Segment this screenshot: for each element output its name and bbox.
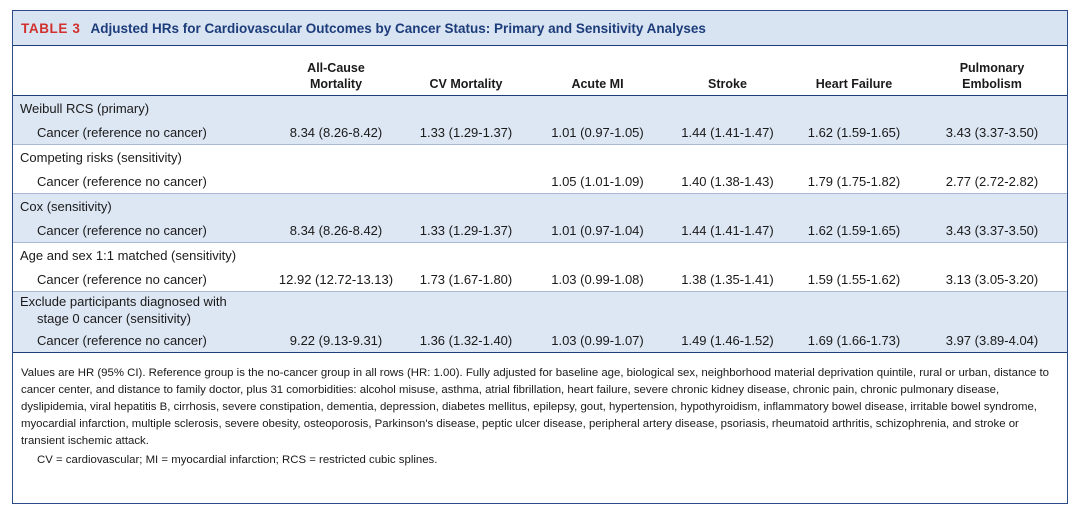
table-row: Cancer (reference no cancer) 12.92 (12.7… [13, 267, 1067, 292]
group-label: Cox (sensitivity) [13, 193, 1067, 218]
group-label: Exclude participants diagnosed with stage… [13, 291, 1067, 328]
footnote-text: Values are HR (95% CI). Reference group … [21, 367, 1050, 447]
group-row-weibull: Weibull RCS (primary) [13, 95, 1067, 120]
table-cell: 1.44 (1.41-1.47) [664, 120, 791, 145]
column-header-all-cause-mortality: All-Cause Mortality [271, 46, 401, 96]
table-cell: 1.03 (0.99-1.08) [531, 267, 664, 292]
table-row: Cancer (reference no cancer) 1.05 (1.01-… [13, 169, 1067, 194]
table-cell: 8.34 (8.26-8.42) [271, 120, 401, 145]
table-cell: 1.33 (1.29-1.37) [401, 218, 531, 243]
column-header-cv-mortality: CV Mortality [401, 46, 531, 96]
table-cell: 3.13 (3.05-3.20) [917, 267, 1067, 292]
group-label: Age and sex 1:1 matched (sensitivity) [13, 242, 1067, 267]
table-footnote: Values are HR (95% CI). Reference group … [13, 353, 1067, 469]
row-label: Cancer (reference no cancer) [13, 169, 271, 194]
table-cell: 1.49 (1.46-1.52) [664, 328, 791, 353]
table-cell: 1.36 (1.32-1.40) [401, 328, 531, 353]
table-cell: 1.44 (1.41-1.47) [664, 218, 791, 243]
table-cell: 1.79 (1.75-1.82) [791, 169, 917, 194]
row-label: Cancer (reference no cancer) [13, 267, 271, 292]
table-cell: 1.62 (1.59-1.65) [791, 218, 917, 243]
table-cell: 1.73 (1.67-1.80) [401, 267, 531, 292]
table-cell: 1.38 (1.35-1.41) [664, 267, 791, 292]
table-cell: 1.33 (1.29-1.37) [401, 120, 531, 145]
header-row: All-Cause Mortality CV Mortality Acute MI… [13, 46, 1067, 96]
group-label: Competing risks (sensitivity) [13, 144, 1067, 169]
table-cell: 1.01 (0.97-1.05) [531, 120, 664, 145]
table-cell [401, 169, 531, 194]
abbreviations-text: CV = cardiovascular; MI = myocardial inf… [37, 454, 438, 466]
table-cell: 1.05 (1.01-1.09) [531, 169, 664, 194]
hr-table: All-Cause Mortality CV Mortality Acute MI… [13, 46, 1067, 353]
table-title: Adjusted HRs for Cardiovascular Outcomes… [90, 20, 706, 36]
table-cell: 1.40 (1.38-1.43) [664, 169, 791, 194]
table-cell: 3.43 (3.37-3.50) [917, 218, 1067, 243]
table-row: Cancer (reference no cancer) 8.34 (8.26-… [13, 120, 1067, 145]
table-cell: 2.77 (2.72-2.82) [917, 169, 1067, 194]
table-cell: 1.01 (0.97-1.04) [531, 218, 664, 243]
row-label: Cancer (reference no cancer) [13, 328, 271, 353]
column-header-heart-failure: Heart Failure [791, 46, 917, 96]
table-cell: 3.43 (3.37-3.50) [917, 120, 1067, 145]
group-label: Weibull RCS (primary) [13, 95, 1067, 120]
row-label: Cancer (reference no cancer) [13, 218, 271, 243]
table-row: Cancer (reference no cancer) 8.34 (8.26-… [13, 218, 1067, 243]
table-cell: 8.34 (8.26-8.42) [271, 218, 401, 243]
column-header-outcome [13, 46, 271, 96]
table-title-bar: TABLE 3 Adjusted HRs for Cardiovascular … [13, 11, 1067, 46]
column-header-acute-mi: Acute MI [531, 46, 664, 96]
group-row-age-sex-matched: Age and sex 1:1 matched (sensitivity) [13, 242, 1067, 267]
table-frame: TABLE 3 Adjusted HRs for Cardiovascular … [12, 10, 1068, 504]
table-cell [271, 169, 401, 194]
column-header-pulmonary-embolism: Pulmonary Embolism [917, 46, 1067, 96]
table-cell: 1.62 (1.59-1.65) [791, 120, 917, 145]
table-cell: 9.22 (9.13-9.31) [271, 328, 401, 353]
table-row: Cancer (reference no cancer) 9.22 (9.13-… [13, 328, 1067, 353]
group-row-competing-risks: Competing risks (sensitivity) [13, 144, 1067, 169]
table-cell: 3.97 (3.89-4.04) [917, 328, 1067, 353]
table-label: TABLE 3 [21, 20, 81, 36]
table-cell: 1.59 (1.55-1.62) [791, 267, 917, 292]
table-cell: 12.92 (12.72-13.13) [271, 267, 401, 292]
table-cell: 1.03 (0.99-1.07) [531, 328, 664, 353]
group-row-exclude-stage-0: Exclude participants diagnosed with stage… [13, 291, 1067, 328]
column-header-stroke: Stroke [664, 46, 791, 96]
row-label: Cancer (reference no cancer) [13, 120, 271, 145]
group-row-cox: Cox (sensitivity) [13, 193, 1067, 218]
table-cell: 1.69 (1.66-1.73) [791, 328, 917, 353]
